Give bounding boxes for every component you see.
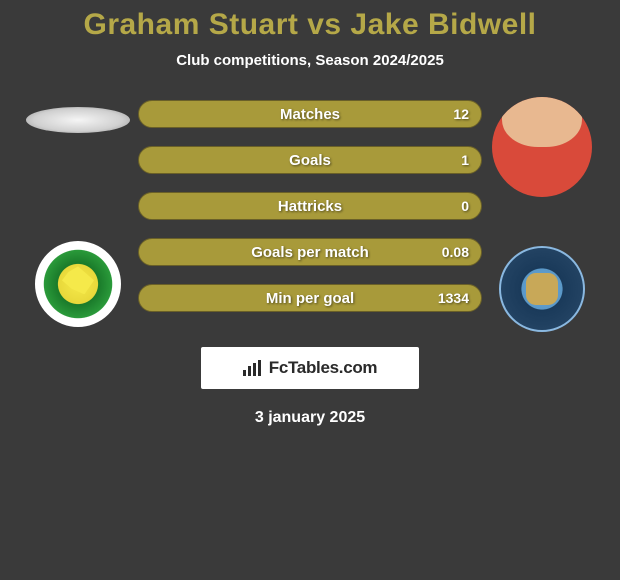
stat-label: Goals [289,152,331,169]
club-badge-right [499,246,585,332]
stat-value-right: 0 [461,198,469,214]
player-avatar-left [26,107,130,133]
stat-row: Min per goal 1334 [138,284,482,312]
stat-label: Matches [280,106,340,123]
brand-text: FcTables.com [269,358,378,378]
stat-row: Hattricks 0 [138,192,482,220]
brand-box: FcTables.com [201,347,419,389]
stat-row: Matches 12 [138,100,482,128]
stat-label: Hattricks [278,198,342,215]
stat-value-right: 0.08 [442,244,469,260]
date-text: 3 january 2025 [255,409,365,427]
right-player-column [482,97,602,327]
stat-label: Goals per match [251,244,369,261]
club-badge-left [35,241,121,327]
stat-row: Goals 1 [138,146,482,174]
bar-chart-icon [243,360,263,376]
stat-row: Goals per match 0.08 [138,238,482,266]
comparison-subtitle: Club competitions, Season 2024/2025 [176,52,444,69]
player-avatar-right [492,97,592,197]
stat-value-right: 12 [453,106,469,122]
stats-area: Matches 12 Goals 1 Hattricks 0 Goals per… [0,97,620,327]
comparison-title: Graham Stuart vs Jake Bidwell [83,8,536,42]
stat-label: Min per goal [266,290,354,307]
stat-value-right: 1 [461,152,469,168]
stat-bars: Matches 12 Goals 1 Hattricks 0 Goals per… [138,100,482,312]
stat-value-right: 1334 [438,290,469,306]
left-player-column [18,97,138,327]
